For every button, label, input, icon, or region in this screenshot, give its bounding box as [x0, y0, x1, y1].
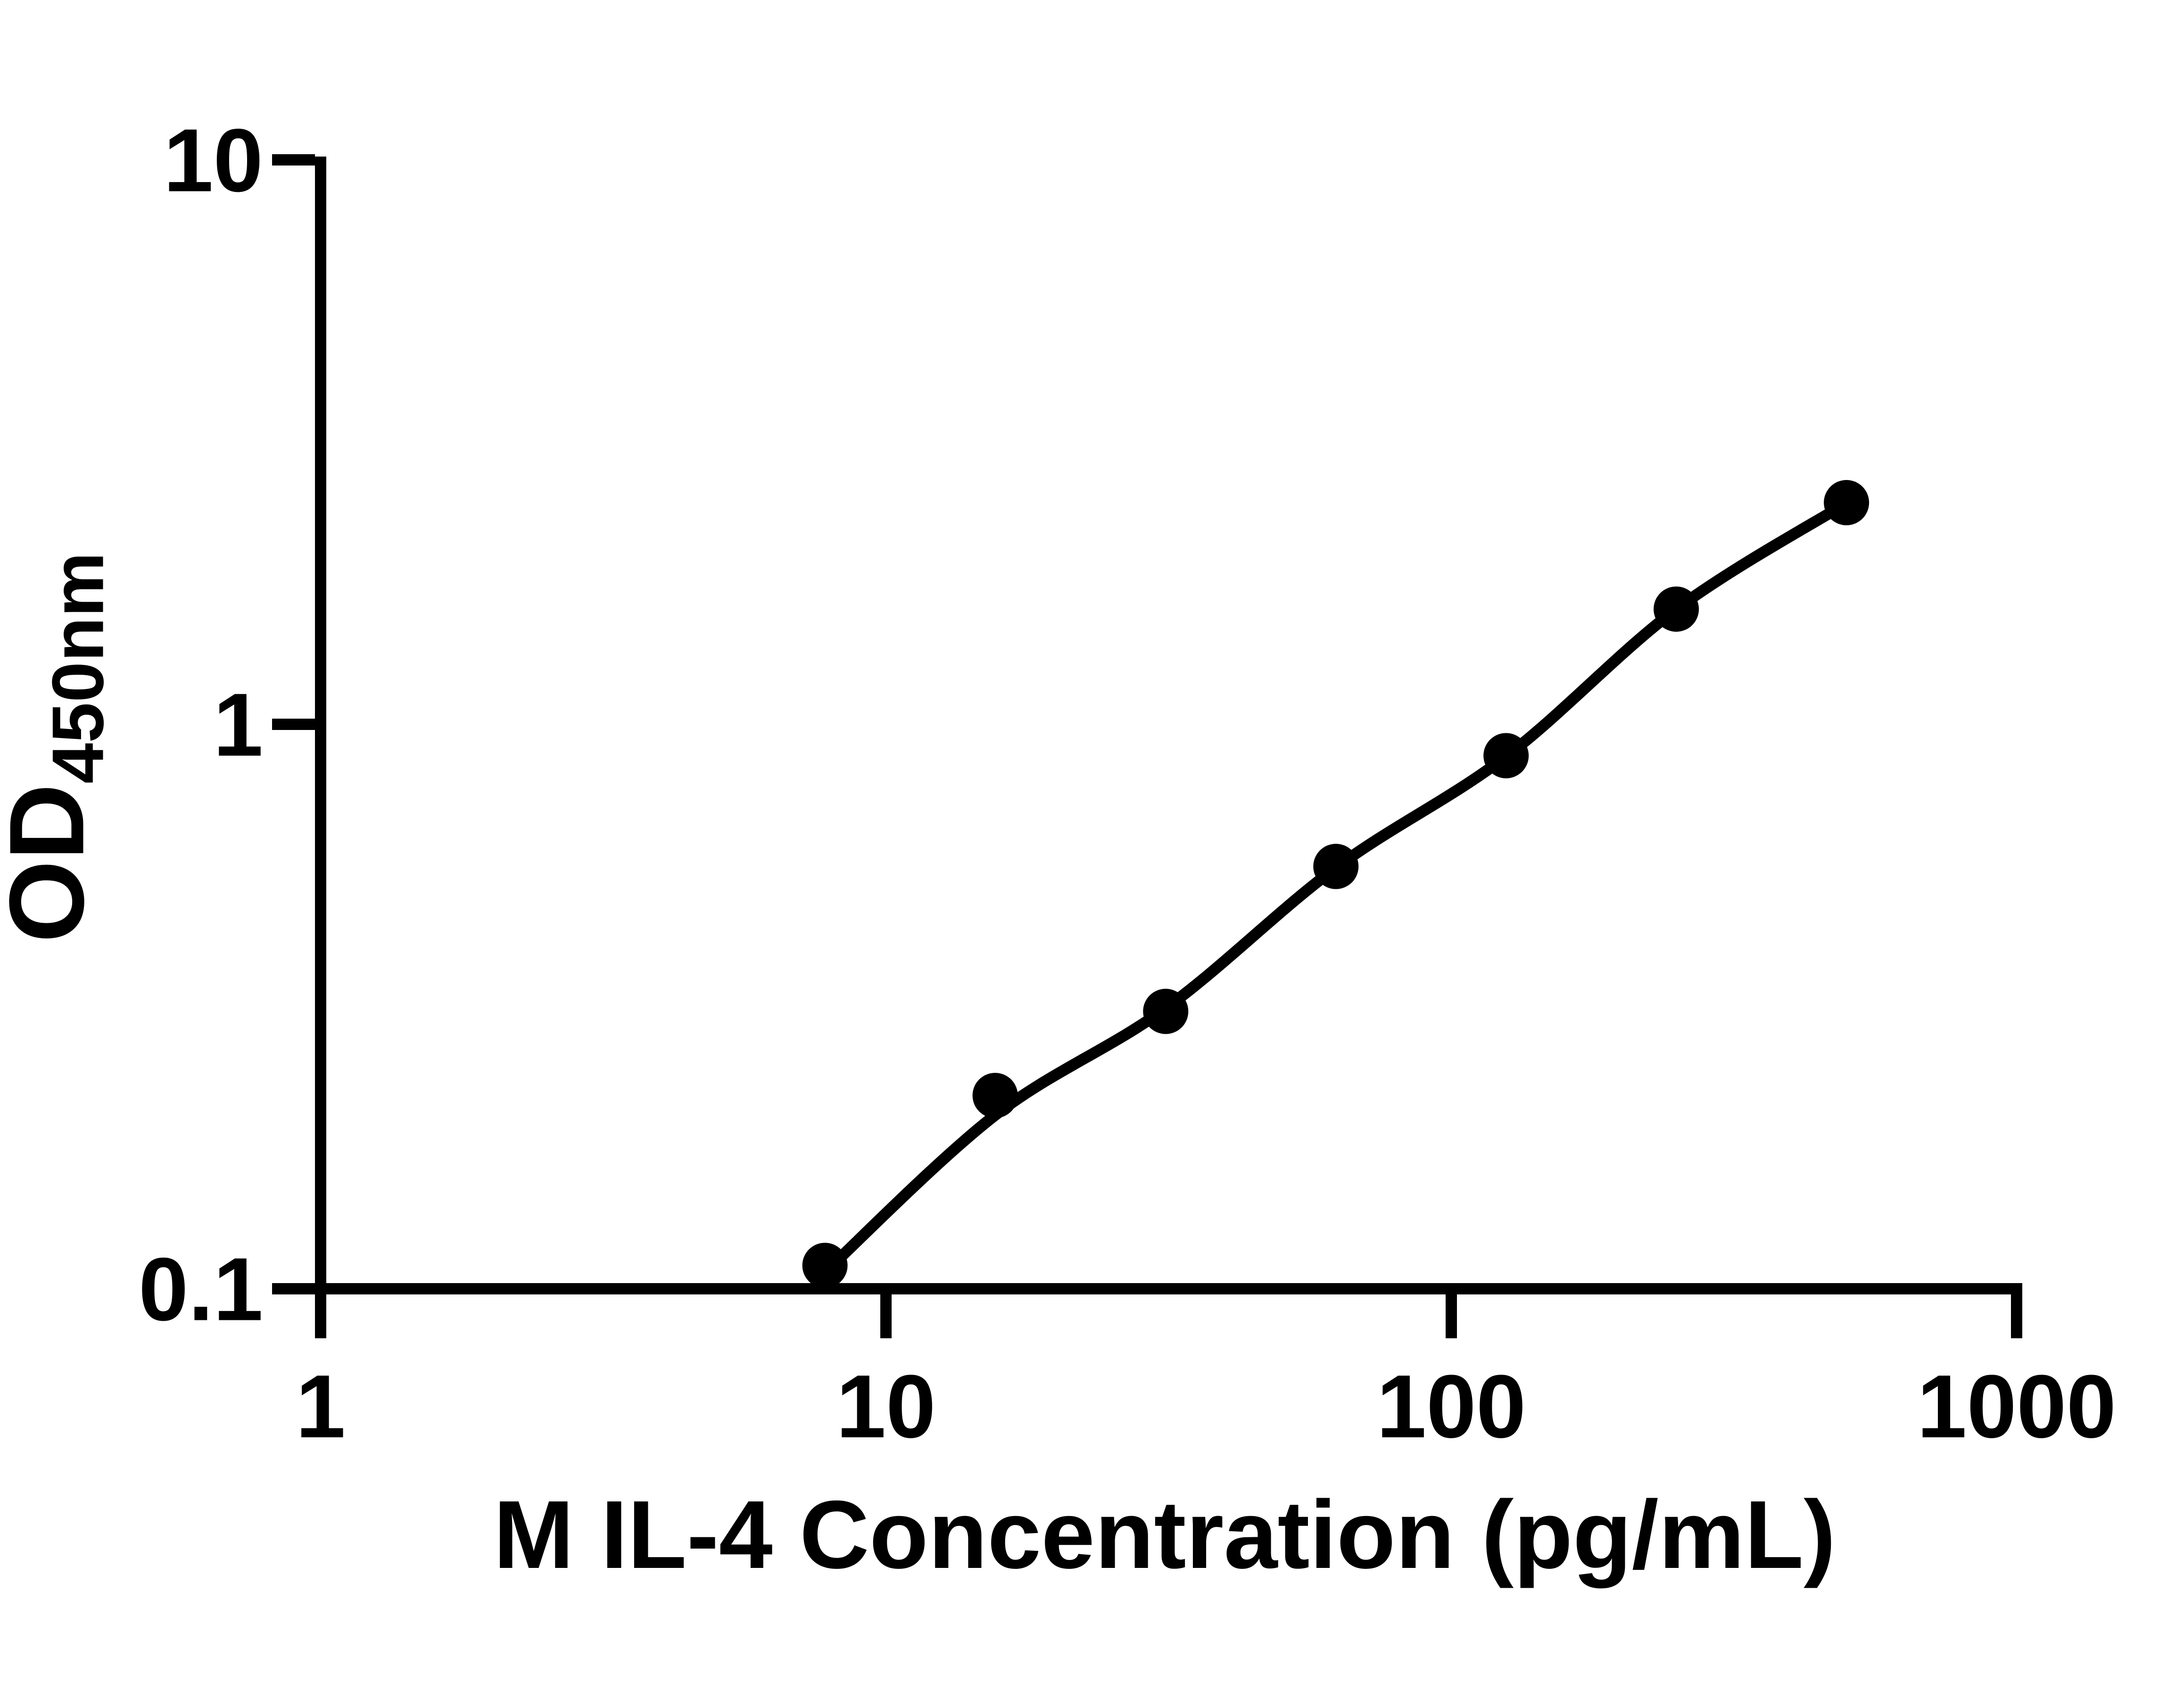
y-axis-tick [272, 154, 315, 166]
y-axis-title-main: OD [0, 783, 106, 943]
x-axis-tick [880, 1294, 892, 1338]
x-axis-title: M IL-4 Concentration (pg/mL) [493, 1481, 1836, 1589]
x-axis-tick [1446, 1294, 1457, 1338]
y-axis-tick [272, 1283, 315, 1294]
y-axis-tick [272, 719, 315, 730]
y-axis-tick-label: 1 [213, 675, 263, 775]
x-axis-tick-label: 1000 [1917, 1357, 2117, 1457]
x-axis-tick-label: 10 [836, 1357, 935, 1457]
x-axis-tick-label: 100 [1376, 1357, 1526, 1457]
data-point [972, 1073, 1018, 1119]
data-point [1313, 844, 1359, 889]
y-axis-title-subscript: 450nm [37, 552, 119, 784]
y-axis-spine [315, 157, 326, 1294]
y-axis-title: OD450nm [0, 552, 120, 943]
x-axis-tick-label: 1 [296, 1357, 346, 1457]
x-axis-spine [315, 1283, 2022, 1294]
y-axis-tick-label: 10 [164, 111, 263, 211]
data-point [1483, 733, 1529, 779]
y-axis-tick-label: 0.1 [139, 1240, 263, 1340]
data-point [1824, 480, 1870, 525]
data-point [1143, 988, 1189, 1034]
data-point [802, 1243, 848, 1288]
x-axis-tick [315, 1294, 326, 1338]
data-point [1654, 586, 1699, 632]
x-axis-tick [2011, 1294, 2022, 1338]
